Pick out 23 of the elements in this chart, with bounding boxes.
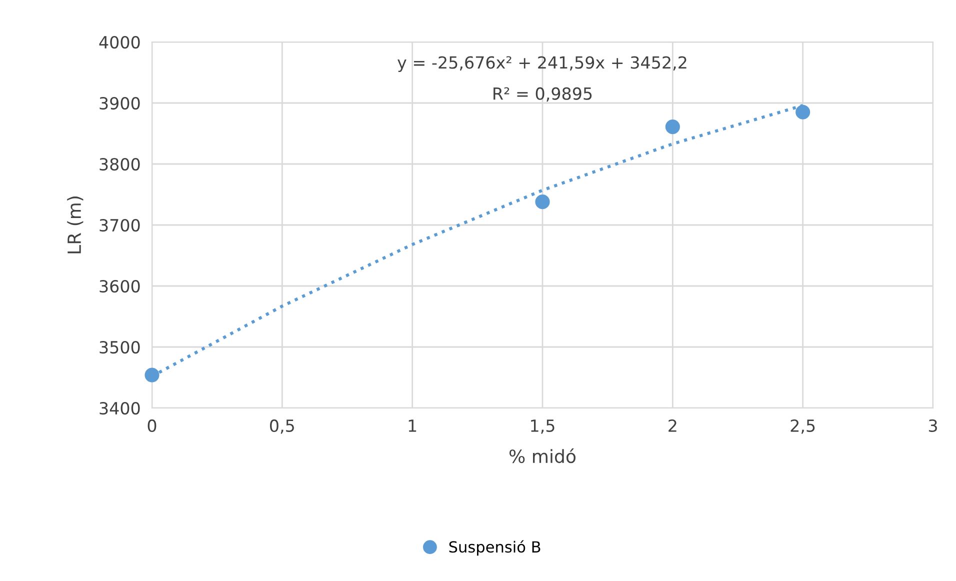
x-tick-label: 2,5 <box>790 419 815 434</box>
x-tick-label: 0,5 <box>270 419 294 434</box>
annotation: R² = 0,9895 <box>494 87 592 102</box>
x-tick-label: 2 <box>668 419 676 432</box>
x-tick-label: 1 <box>408 420 416 432</box>
y-axis-title: LR (m) <box>67 196 84 254</box>
y-tick-label: 3800 <box>100 158 140 171</box>
annotation: y = -25,676x² + 241,59x + 3452,2 <box>398 56 686 72</box>
y-tick-label: 3600 <box>100 280 140 293</box>
y-tick-label: 3500 <box>100 340 140 354</box>
legend-label: Suspensió B <box>449 540 540 556</box>
point <box>665 120 680 134</box>
x-tick-label: 3 <box>928 419 937 432</box>
point <box>535 194 550 210</box>
x-tick-label: 1,5 <box>531 420 554 434</box>
y-tick-label: 3400 <box>100 402 140 415</box>
x-axis-title: % midó <box>509 448 576 464</box>
x-tick-label: 0 <box>148 419 156 432</box>
y-tick-label: 3700 <box>100 218 140 232</box>
point <box>144 368 160 382</box>
y-tick-label: 4000 <box>99 36 140 49</box>
y-tick-label: 3900 <box>100 96 140 110</box>
point <box>796 104 810 120</box>
